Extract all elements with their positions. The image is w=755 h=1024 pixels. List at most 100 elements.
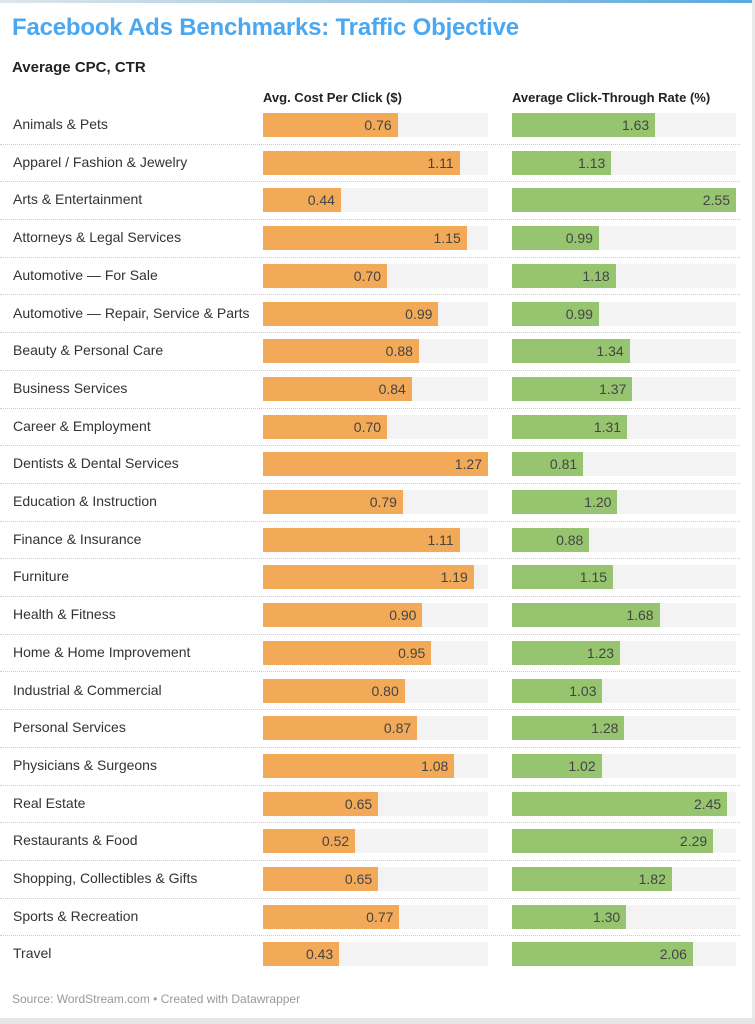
row-label: Physicians & Surgeons (13, 756, 157, 773)
cpc-value-label: 0.99 (405, 305, 433, 322)
ctr-track: 1.23 (512, 640, 736, 665)
ctr-track: 1.30 (512, 904, 736, 929)
cpc-value-label: 0.65 (344, 871, 373, 887)
ctr-value-label: 1.03 (569, 682, 597, 699)
ctr-value-label: 2.06 (659, 946, 687, 963)
cpc-value-label: 0.79 (369, 494, 397, 510)
ctr-value-label: 1.31 (593, 418, 622, 435)
ctr-value-label: 2.55 (702, 192, 730, 209)
cpc-track: 0.80 (263, 678, 488, 703)
cpc-value-label: 1.27 (454, 456, 482, 473)
cpc-value-label: 0.77 (366, 908, 394, 925)
row-label: Dentists & Dental Services (13, 455, 179, 472)
cpc-value-label: 0.52 (321, 833, 350, 850)
cpc-track: 1.15 (263, 226, 488, 251)
cpc-bar (263, 565, 474, 590)
table-row: Finance & Insurance 1.11 0.88 (0, 521, 740, 560)
cpc-track: 0.77 (263, 904, 488, 929)
ctr-bar (512, 263, 616, 288)
table-row: Personal Services 0.87 1.28 (0, 709, 740, 748)
cpc-bar (263, 490, 403, 514)
cpc-track: 0.52 (263, 829, 488, 854)
row-label: Automotive — For Sale (13, 266, 158, 283)
row-label: Automotive — Repair, Service & Parts (13, 304, 250, 321)
ctr-bar (512, 753, 602, 778)
cpc-value-label: 1.11 (427, 154, 454, 171)
ctr-value-label: 1.15 (579, 569, 608, 586)
row-label: Beauty & Personal Care (13, 342, 164, 359)
cpc-track: 0.84 (263, 376, 488, 401)
ctr-track: 1.34 (512, 339, 736, 364)
ctr-track: 1.63 (512, 113, 736, 137)
table-row: Beauty & Personal Care 0.88 1.34 (0, 332, 740, 371)
row-label: Sports & Recreation (13, 907, 139, 924)
cpc-track: 0.65 (263, 791, 488, 816)
ctr-track: 1.68 (512, 603, 736, 628)
table-row: Animals & Pets 0.76 1.63 (0, 106, 740, 145)
cpc-value-label: 0.95 (398, 644, 426, 661)
cpc-value-label: 1.08 (421, 757, 449, 774)
cpc-value-label: 1.19 (440, 569, 468, 586)
table-row: Career & Employment 0.70 1.31 (0, 408, 740, 447)
ctr-value-label: 1.28 (591, 720, 619, 737)
ctr-bar (512, 414, 628, 439)
ctr-track: 1.82 (512, 867, 736, 891)
cpc-bar (263, 339, 419, 364)
ctr-track: 1.28 (512, 716, 736, 741)
ctr-value-label: 1.37 (599, 380, 627, 397)
table-row: Business Services 0.84 1.37 (0, 370, 740, 409)
cpc-bar (263, 753, 455, 778)
ctr-value-label: 0.99 (565, 305, 593, 322)
row-label: Attorneys & Legal Services (13, 229, 182, 246)
ctr-track: 2.45 (512, 791, 736, 816)
bottom-shadow (0, 1018, 755, 1024)
cpc-track: 1.08 (263, 753, 488, 778)
table-row: Restaurants & Food 0.52 2.29 (0, 822, 740, 861)
ctr-bar (512, 678, 603, 703)
table-row: Real Estate 0.65 2.45 (0, 785, 740, 824)
cpc-bar (263, 301, 439, 326)
cpc-bar (263, 527, 460, 552)
cpc-value-label: 0.88 (385, 343, 413, 360)
row-label: Finance & Insurance (13, 530, 142, 547)
ctr-track: 1.13 (512, 150, 736, 175)
ctr-bar (512, 791, 728, 816)
table-row: Industrial & Commercial 0.80 1.03 (0, 672, 740, 711)
ctr-value-label: 1.63 (621, 117, 650, 133)
row-label: Animals & Pets (13, 116, 108, 132)
cpc-track: 0.76 (263, 113, 488, 137)
table-row: Furniture 1.19 1.15 (0, 558, 740, 598)
cpc-track: 1.27 (263, 452, 488, 477)
right-border (752, 0, 755, 1024)
cpc-bar (263, 113, 398, 137)
row-label: Education & Instruction (13, 493, 157, 509)
cpc-track: 0.70 (263, 263, 488, 288)
cpc-value-label: 0.84 (378, 380, 406, 397)
ctr-bar (512, 188, 736, 213)
cpc-track: 1.11 (263, 527, 488, 552)
ctr-track: 1.18 (512, 263, 736, 288)
ctr-bar (512, 113, 656, 137)
cpc-bar (263, 640, 432, 665)
cpc-track: 0.95 (263, 640, 488, 665)
ctr-bar (512, 301, 599, 326)
source-footer: Source: WordStream.com • Created with Da… (12, 992, 301, 1006)
table-row: Automotive — For Sale 0.70 1.18 (0, 257, 740, 296)
cpc-value-label: 0.90 (389, 607, 417, 624)
cpc-value-label: 0.70 (353, 418, 382, 435)
cpc-track: 1.19 (263, 565, 488, 590)
cpc-track: 0.88 (263, 339, 488, 364)
ctr-track: 1.31 (512, 414, 736, 439)
top-border (0, 0, 755, 3)
cpc-bar (263, 452, 488, 477)
ctr-track: 1.03 (512, 678, 736, 703)
ctr-track: 1.02 (512, 753, 736, 778)
cpc-bar (263, 226, 467, 251)
table-row: Automotive — Repair, Service & Parts 0.99… (0, 295, 740, 334)
ctr-track: 2.06 (512, 942, 736, 967)
table-row: Health & Fitness 0.90 1.68 (0, 596, 740, 635)
ctr-bar (512, 150, 612, 175)
row-label: Business Services (13, 379, 128, 396)
ctr-value-label: 2.45 (693, 795, 722, 812)
cpc-track: 0.90 (263, 603, 488, 628)
